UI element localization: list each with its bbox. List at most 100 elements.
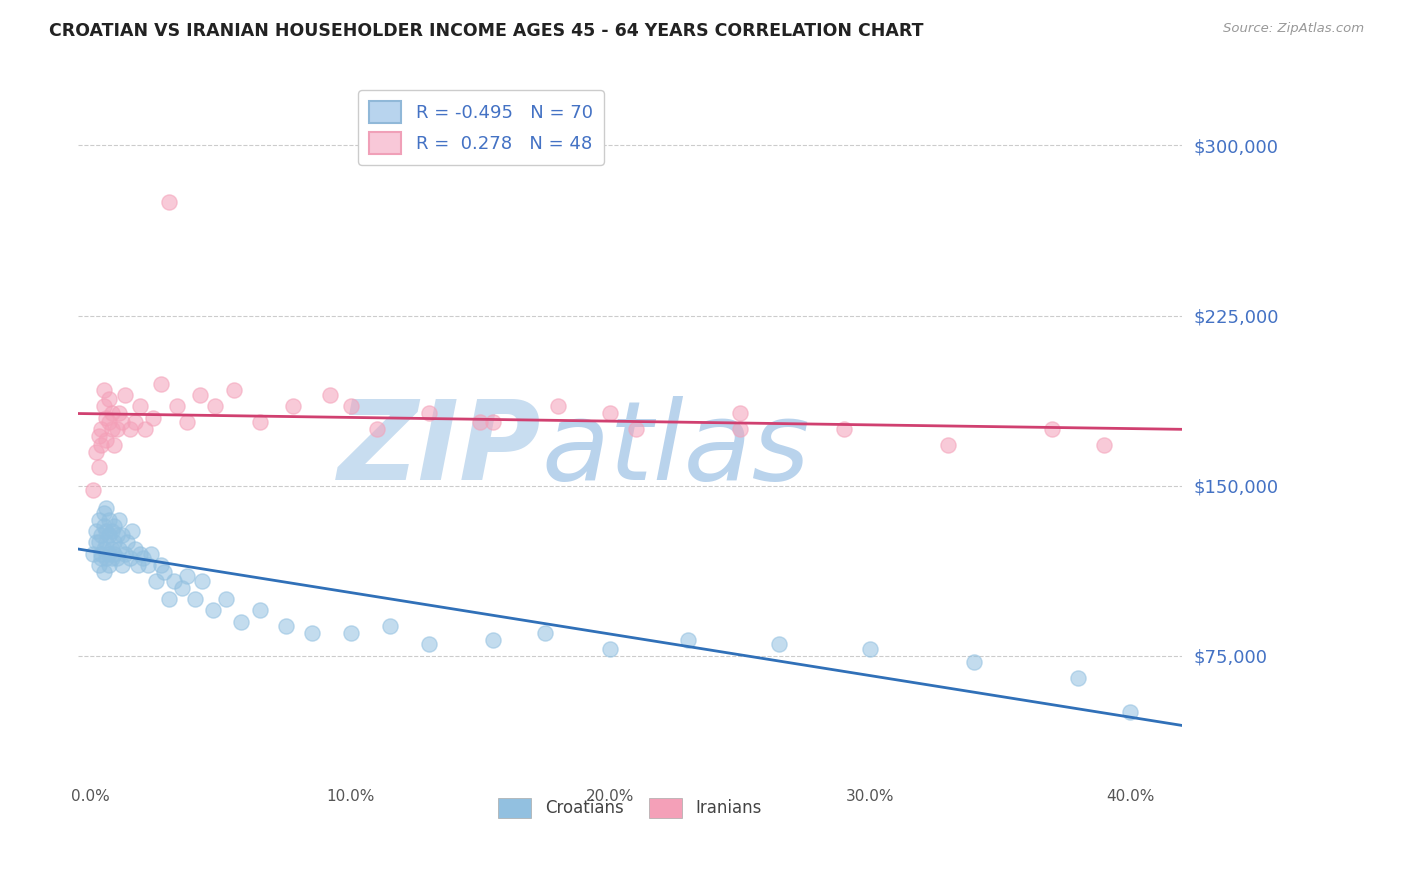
Point — [319, 388, 342, 402]
Point — [129, 399, 152, 413]
Point — [418, 406, 440, 420]
Point — [204, 399, 226, 413]
Point — [105, 551, 128, 566]
Point — [274, 619, 297, 633]
Point — [301, 626, 323, 640]
Point — [111, 528, 134, 542]
Point — [124, 542, 146, 557]
Point — [599, 406, 621, 420]
Point — [152, 565, 174, 579]
Point — [482, 632, 505, 647]
Point — [599, 641, 621, 656]
Point — [157, 195, 180, 210]
Point — [100, 422, 122, 436]
Point — [98, 558, 121, 572]
Point — [103, 547, 125, 561]
Point — [108, 512, 131, 526]
Point — [90, 528, 112, 542]
Point — [87, 512, 110, 526]
Point — [139, 547, 162, 561]
Point — [283, 399, 305, 413]
Point — [90, 422, 112, 436]
Point — [768, 637, 790, 651]
Point — [339, 626, 361, 640]
Point — [482, 415, 505, 429]
Text: ZIP: ZIP — [337, 396, 541, 503]
Point — [145, 574, 167, 588]
Point — [176, 415, 198, 429]
Point — [626, 422, 648, 436]
Text: CROATIAN VS IRANIAN HOUSEHOLDER INCOME AGES 45 - 64 YEARS CORRELATION CHART: CROATIAN VS IRANIAN HOUSEHOLDER INCOME A… — [49, 22, 924, 40]
Point — [103, 519, 125, 533]
Point — [176, 569, 198, 583]
Point — [87, 535, 110, 549]
Point — [730, 406, 752, 420]
Point — [114, 388, 136, 402]
Text: atlas: atlas — [541, 396, 810, 503]
Point — [90, 551, 112, 566]
Point — [859, 641, 882, 656]
Point — [93, 399, 115, 413]
Point — [93, 506, 115, 520]
Point — [183, 591, 205, 606]
Point — [166, 399, 188, 413]
Point — [136, 558, 159, 572]
Point — [129, 547, 152, 561]
Point — [134, 422, 156, 436]
Point — [82, 483, 104, 497]
Point — [1092, 438, 1115, 452]
Point — [84, 524, 107, 538]
Point — [93, 542, 115, 557]
Point — [105, 528, 128, 542]
Point — [470, 415, 492, 429]
Point — [82, 547, 104, 561]
Point — [121, 524, 143, 538]
Point — [114, 547, 136, 561]
Point — [124, 415, 146, 429]
Point — [418, 637, 440, 651]
Point — [84, 535, 107, 549]
Point — [100, 551, 122, 566]
Point — [96, 551, 118, 566]
Point — [339, 399, 361, 413]
Point — [1119, 706, 1142, 720]
Point — [100, 524, 122, 538]
Point — [132, 551, 155, 566]
Point — [222, 384, 245, 398]
Point — [127, 558, 149, 572]
Point — [730, 422, 752, 436]
Legend: Croatians, Iranians: Croatians, Iranians — [492, 791, 768, 825]
Point — [378, 619, 401, 633]
Point — [98, 547, 121, 561]
Point — [96, 501, 118, 516]
Point — [100, 542, 122, 557]
Point — [103, 438, 125, 452]
Point — [84, 444, 107, 458]
Point — [111, 415, 134, 429]
Point — [93, 384, 115, 398]
Point — [108, 406, 131, 420]
Point — [93, 565, 115, 579]
Point — [170, 581, 193, 595]
Point — [1040, 422, 1063, 436]
Point — [90, 438, 112, 452]
Point — [163, 574, 186, 588]
Point — [98, 392, 121, 407]
Point — [111, 558, 134, 572]
Point — [118, 422, 141, 436]
Point — [191, 574, 214, 588]
Point — [96, 434, 118, 448]
Point — [188, 388, 211, 402]
Point — [249, 603, 271, 617]
Point — [87, 558, 110, 572]
Point — [963, 656, 986, 670]
Point — [149, 558, 172, 572]
Point — [96, 524, 118, 538]
Point — [108, 542, 131, 557]
Point — [118, 551, 141, 566]
Point — [157, 591, 180, 606]
Text: Source: ZipAtlas.com: Source: ZipAtlas.com — [1223, 22, 1364, 36]
Point — [115, 535, 138, 549]
Point — [98, 415, 121, 429]
Point — [832, 422, 855, 436]
